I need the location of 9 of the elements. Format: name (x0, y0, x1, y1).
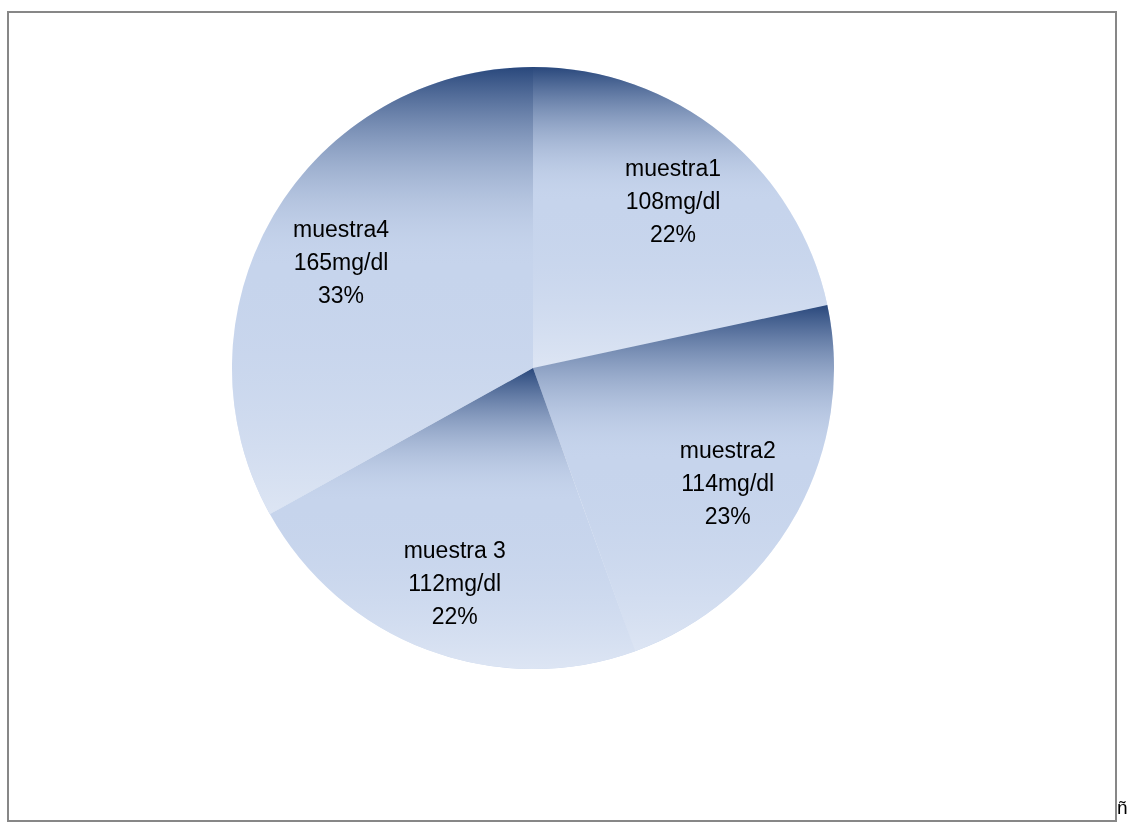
slice-label: muestra 3 (403, 537, 506, 564)
slice-label: muestra1 (625, 155, 721, 182)
text: ñ (1117, 797, 1128, 819)
data-label: 112mg/dl 22% (408, 570, 502, 630)
data-label: 108mg/dl 22% (625, 188, 721, 248)
data-label: 114mg/dl 23% (681, 469, 775, 529)
data-label: 165mg/dl 33% (293, 248, 389, 308)
slice-label: muestra2 (679, 436, 776, 463)
slice-label: muestra4 (293, 215, 390, 242)
